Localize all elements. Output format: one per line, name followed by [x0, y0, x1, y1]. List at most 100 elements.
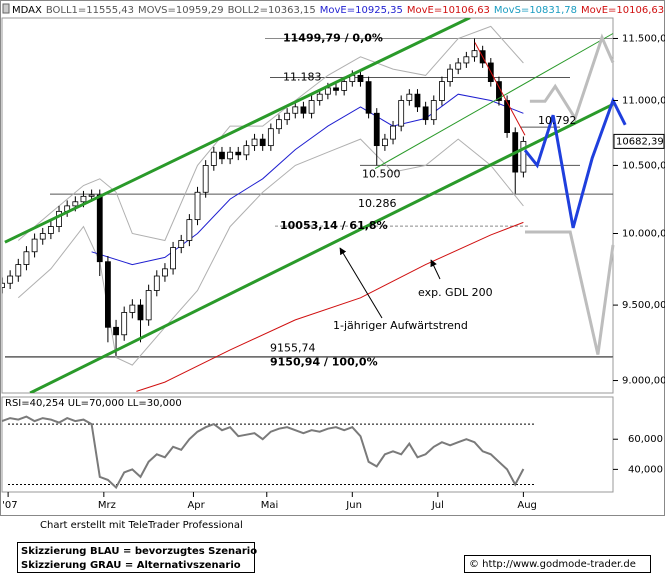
candle-body: [178, 240, 185, 248]
header: MDAX BOLL1=11555,43 MOVS=10959,29 BOLL2=103…: [12, 5, 664, 16]
candle-body: [219, 151, 225, 160]
x-tick-label: Jul: [431, 500, 444, 511]
candle-body: [324, 87, 331, 95]
rsi-title: RSI=40,254 UL=70,000 LL=30,000: [5, 398, 182, 409]
candle-body: [23, 251, 30, 265]
header-item: MovS=10831,78: [494, 5, 577, 16]
rsi-line: [1, 415, 525, 490]
x-tick-label: '07: [2, 500, 17, 511]
candle-body: [504, 100, 510, 133]
candle-body: [2, 282, 5, 288]
trend-line: [374, 33, 614, 170]
candle-body: [430, 100, 437, 121]
candle-body: [88, 194, 95, 197]
candle-body: [121, 312, 128, 336]
candle-body: [333, 87, 339, 91]
y-tick-label: 11.000,00: [622, 96, 665, 107]
candle-body: [137, 304, 144, 321]
header-item: MovE=10925,35: [320, 5, 403, 16]
candle-body: [373, 112, 380, 147]
candle-body: [276, 119, 282, 130]
candle-body: [227, 151, 234, 160]
overlay-line: [136, 221, 524, 392]
header-icon: [2, 3, 10, 14]
scenario-path: [529, 33, 615, 122]
candle-body: [153, 275, 160, 291]
legend-gray: Skizzierung GRAU = Alternativszenario: [21, 560, 241, 571]
trend-line: [4, 18, 471, 244]
annotation: 1-jähriger Aufwärtstrend: [333, 319, 468, 332]
header-item: MDAX: [12, 5, 42, 16]
candle-body: [439, 81, 445, 101]
candle-body: [357, 74, 364, 83]
legend-box: [17, 542, 255, 573]
trend-line: [474, 42, 526, 136]
level-label: 11499,79 / 0,0%: [283, 32, 383, 45]
source-box: [464, 555, 651, 573]
header-item: BOLL1=11555,43: [46, 5, 134, 16]
level-label: 10.792: [538, 114, 577, 127]
scenario-path: [525, 230, 615, 355]
x-tick-label: Mai: [261, 500, 279, 511]
candle-body: [129, 304, 136, 313]
candle-body: [56, 210, 62, 227]
header-item: MovE=10106,63: [581, 5, 664, 16]
last-value-label: 10682,39: [616, 136, 664, 147]
y-tick-label: 10.500,00: [622, 160, 665, 171]
candle-body: [15, 264, 22, 277]
trend-line: [29, 102, 614, 393]
candle-body: [162, 268, 168, 277]
candle-body: [39, 233, 46, 240]
candle-body: [447, 68, 453, 83]
level-label: 10.500: [362, 167, 401, 180]
header-item: MovE=10106,63: [407, 5, 490, 16]
price-frame: [1, 17, 614, 394]
level-label: 9150,94 / 100,0%: [270, 355, 378, 368]
rsi-frame: [1, 396, 614, 493]
annotation: exp. GDL 200: [418, 286, 493, 299]
candle-body: [455, 62, 462, 70]
y-tick-label: 11.500,00: [622, 33, 665, 44]
candle-body: [194, 191, 201, 221]
level-label: 9155,74: [270, 342, 316, 355]
arrow: [430, 259, 441, 280]
candle-body: [308, 100, 315, 114]
candle-body: [113, 326, 119, 336]
candle-body: [365, 81, 372, 114]
arrow: [339, 247, 383, 319]
candle-body: [186, 219, 193, 241]
x-tick-label: Mrz: [98, 500, 116, 511]
level-label: 10053,14 / 61,8%: [280, 219, 388, 232]
candle-body: [243, 145, 250, 156]
x-tick-label: Apr: [187, 500, 205, 511]
candle-body: [7, 275, 14, 284]
candle-body: [72, 201, 79, 207]
candle-body: [47, 226, 54, 234]
candle-body: [267, 128, 274, 147]
y-tick-label: 40,000: [628, 464, 663, 475]
candle-body: [292, 106, 299, 114]
header-item: MOVS=10959,29: [138, 5, 224, 16]
y-tick-label: 9.000,00: [622, 376, 665, 387]
candle-body: [422, 106, 429, 121]
candle-body: [105, 261, 111, 328]
credit: Chart erstellt mit TeleTrader Profession…: [40, 520, 243, 531]
x-tick-label: Aug: [517, 500, 537, 511]
candle-body: [381, 138, 388, 147]
candle-body: [31, 238, 38, 253]
source: © http://www.godmode-trader.de: [469, 559, 636, 570]
candle-body: [284, 112, 291, 121]
y-tick-label: 9.500,00: [622, 300, 665, 311]
candle-body: [316, 93, 323, 101]
last-value-box: [613, 133, 665, 149]
legend-blue: Skizzierung BLAU = bevorzugtes Szenario: [21, 546, 257, 557]
x-tick-label: Jun: [345, 500, 362, 511]
candle-body: [259, 138, 266, 147]
candle-body: [398, 100, 405, 127]
candle-body: [96, 194, 103, 263]
candle-body: [520, 140, 527, 173]
candle-body: [300, 106, 307, 114]
candle-body: [145, 290, 152, 321]
level-label: 10.286: [358, 197, 397, 210]
